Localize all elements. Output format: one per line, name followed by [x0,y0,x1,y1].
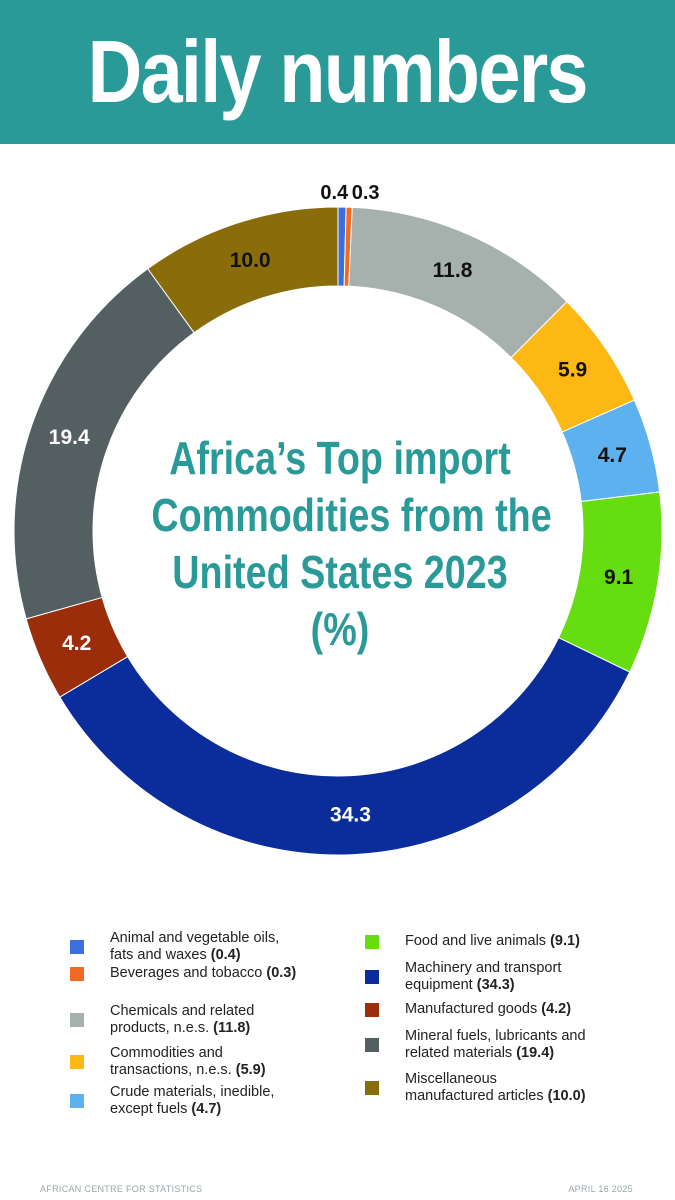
donut-chart: 0.4 0.3 11.8 5.9 4.7 9.1 34.3 4.2 19.4 10.0 [13,182,663,856]
slice-value-label-8: 4.2 [62,632,91,655]
chart-title: Africa’s Top import Commodities from the… [110,430,570,658]
chart-title-line-1: Africa’s Top import [169,432,511,484]
legend-label: Beverages and tobacco (0.3) [110,965,297,981]
legend: Animal and vegetable oils, fats and waxes… [0,928,675,1128]
legend-swatch [70,1013,84,1027]
footer-date: APRIL 16 2025 [568,1184,633,1194]
slice-value-label-4: 5.9 [558,359,587,382]
legend-label: Chemicals and related products, n.e.s. (1… [110,1003,255,1036]
slice-value-label-2: 0.3 [352,182,380,204]
legend-swatch [365,1081,379,1095]
legend-item-crude-materials: Crude materials, inedible, except fuels (… [70,1084,274,1118]
slice-value-label-7: 34.3 [330,804,371,827]
slice-value-label-1: 0.4 [320,182,349,204]
legend-item-beverages: Beverages and tobacco (0.3) [70,965,296,982]
legend-label: Machinery and transport equipment (34.3) [405,960,562,993]
legend-label: Commodities and transactions, n.e.s. (5.9… [110,1045,266,1078]
legend-item-mineral-fuels: Mineral fuels, lubricants and related mat… [365,1028,586,1062]
legend-label: Miscellaneous manufactured articles (10.0… [405,1071,586,1104]
page-title: Daily numbers [87,22,589,121]
legend-swatch [70,1094,84,1108]
donut-slice-10 [147,206,339,334]
legend-item-chemicals: Chemicals and related products, n.e.s. (1… [70,1003,254,1037]
legend-swatch [70,940,84,954]
legend-swatch [365,970,379,984]
donut-slice-7 [59,636,631,856]
legend-swatch [365,1038,379,1052]
legend-label: Manufactured goods (4.2) [405,1001,572,1017]
legend-swatch [70,966,84,981]
legend-label: Mineral fuels, lubricants and related mat… [405,1028,586,1061]
legend-swatch [365,1002,379,1017]
slice-value-label-9: 19.4 [49,426,90,449]
legend-item-commodities: Commodities and transactions, n.e.s. (5.9… [70,1045,266,1079]
slice-value-label-5: 4.7 [598,444,627,467]
legend-label: Animal and vegetable oils, fats and waxes… [110,930,280,963]
legend-item-food: Food and live animals (9.1) [365,933,580,950]
legend-swatch [365,934,379,949]
legend-item-manufactured-goods: Manufactured goods (4.2) [365,1001,571,1018]
header-banner: Daily numbers [0,0,675,144]
legend-item-animal-oils: Animal and vegetable oils, fats and waxes… [70,930,279,964]
legend-swatch [70,1055,84,1069]
slice-value-label-10: 10.0 [230,249,271,272]
chart-title-line-4: (%) [310,603,370,655]
slice-value-label-6: 9.1 [604,566,634,589]
chart-title-line-2: Commodities from the [151,489,552,541]
legend-item-machinery: Machinery and transport equipment (34.3) [365,960,561,994]
legend-item-miscellaneous: Miscellaneous manufactured articles (10.0… [365,1071,586,1105]
chart-title-line-3: United States 2023 [172,546,508,598]
slice-value-label-3: 11.8 [433,259,473,282]
footer-source: AFRICAN CENTRE FOR STATISTICS [40,1184,203,1194]
legend-label: Crude materials, inedible, except fuels (… [110,1084,275,1117]
legend-label: Food and live animals (9.1) [405,933,580,949]
